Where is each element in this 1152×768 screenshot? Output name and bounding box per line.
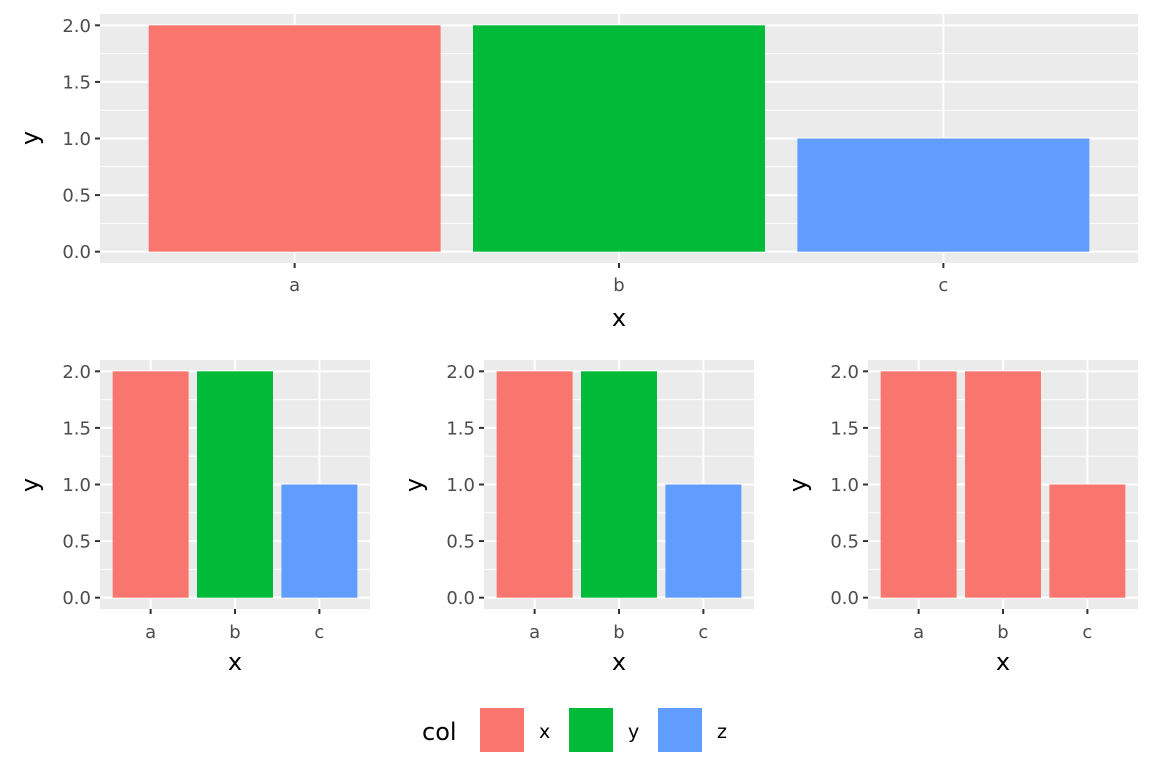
- legend-label-y: y: [628, 721, 639, 743]
- bar-c: [1049, 484, 1126, 598]
- y-tick-label: 1.5: [830, 418, 859, 439]
- y-tick-label: 1.0: [446, 475, 475, 496]
- x-tick-label-a: a: [913, 622, 924, 643]
- x-tick-label-c: c: [938, 275, 948, 296]
- y-tick-label: 0.5: [446, 532, 475, 553]
- legend-label-x: x: [539, 721, 550, 743]
- y-axis-title: y: [16, 131, 44, 145]
- x-tick-label-a: a: [529, 622, 540, 643]
- bar-a: [148, 25, 441, 252]
- y-tick-label: 2.0: [62, 362, 91, 383]
- y-tick-label: 2.0: [830, 362, 859, 383]
- y-tick-label: 0.5: [62, 532, 91, 553]
- bar-b: [197, 371, 273, 598]
- y-tick-label: 2.0: [62, 16, 91, 37]
- x-tick-label-b: b: [613, 275, 624, 296]
- legend-key-z: [658, 708, 702, 752]
- legend-label-z: z: [717, 721, 727, 743]
- x-axis-title: x: [612, 304, 626, 332]
- x-tick-label-c: c: [314, 622, 324, 643]
- x-tick-label-b: b: [229, 622, 240, 643]
- panel-3: 0.0 0.5 1.0 1.5 2.0 a b c x y: [400, 360, 754, 676]
- panel-2: 0.0 0.5 1.0 1.5 2.0 a b c x y: [16, 360, 370, 676]
- bar-a: [112, 371, 189, 598]
- bar-a: [880, 371, 957, 598]
- y-axis-title: y: [16, 478, 44, 492]
- x-tick-label-a: a: [289, 275, 300, 296]
- y-tick-label: 1.0: [830, 475, 859, 496]
- bar-c: [281, 484, 358, 598]
- y-tick-label: 0.0: [62, 242, 91, 263]
- bar-a: [496, 371, 573, 598]
- y-tick-label: 0.5: [62, 186, 91, 207]
- legend: col x y z: [422, 708, 727, 752]
- y-tick-label: 0.0: [62, 588, 91, 609]
- y-tick-label: 1.0: [62, 129, 91, 150]
- x-tick-label-b: b: [997, 622, 1008, 643]
- x-axis-title: x: [612, 648, 626, 676]
- x-axis-title: x: [228, 648, 242, 676]
- x-tick-label-b: b: [613, 622, 624, 643]
- bar-b: [965, 371, 1041, 598]
- y-axis-title: y: [784, 478, 812, 492]
- panel-1: 0.0 0.5 1.0 1.5 2.0 a b c x y: [16, 14, 1138, 332]
- x-tick-label-c: c: [698, 622, 708, 643]
- y-axis-title: y: [400, 478, 428, 492]
- chart-panels: 0.0 0.5 1.0 1.5 2.0 a b c x y 0.0 0.5 1.0 1.5 2.0 a b c x y…: [16, 14, 1138, 676]
- legend-key-y: [569, 708, 613, 752]
- y-tick-label: 1.5: [62, 418, 91, 439]
- x-axis-title: x: [996, 648, 1010, 676]
- y-tick-label: 0.5: [830, 532, 859, 553]
- legend-key-x: [480, 708, 524, 752]
- x-tick-label-c: c: [1082, 622, 1092, 643]
- y-tick-label: 0.0: [830, 588, 859, 609]
- legend-title: col: [422, 718, 457, 746]
- y-tick-label: 0.0: [446, 588, 475, 609]
- panel-4: 0.0 0.5 1.0 1.5 2.0 a b c x y: [784, 360, 1138, 676]
- bar-c: [797, 138, 1090, 252]
- x-tick-label-a: a: [145, 622, 156, 643]
- y-tick-label: 1.5: [446, 418, 475, 439]
- bar-c: [665, 484, 742, 598]
- bar-b: [473, 25, 765, 252]
- bar-b: [581, 371, 657, 598]
- y-tick-label: 1.5: [62, 72, 91, 93]
- y-tick-label: 1.0: [62, 475, 91, 496]
- y-tick-label: 2.0: [446, 362, 475, 383]
